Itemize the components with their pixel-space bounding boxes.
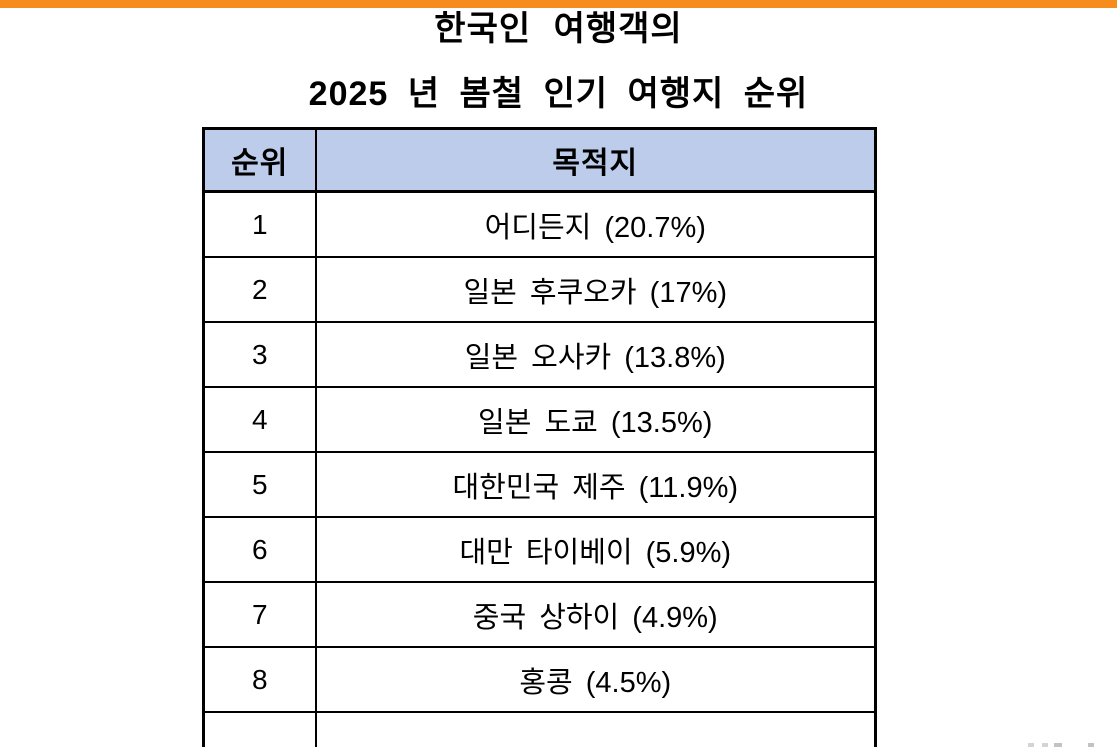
table-row: 5 대한민국 제주 (11.9%)	[202, 451, 877, 518]
table-row-cutoff	[202, 711, 877, 747]
table-row: 3 일본 오사카 (13.8%)	[202, 321, 877, 388]
title-line-1: 한국인 여행객의	[434, 10, 683, 48]
ranking-table: 순위 목적지 1 어디든지 (20.7%) 2 일본 후쿠오카 (17%) 3 …	[202, 127, 877, 747]
table-row: 4 일본 도쿄 (13.5%)	[202, 386, 877, 453]
destination-cell: 일본 후쿠오카 (17%)	[314, 256, 877, 323]
watermark-mark	[1028, 743, 1034, 747]
destination-cell: 대한민국 제주 (11.9%)	[314, 451, 877, 518]
table-row: 1 어디든지 (20.7%)	[202, 190, 877, 258]
rank-cell: 4	[202, 386, 317, 453]
watermark-mark	[1054, 743, 1062, 747]
table-row: 7 중국 상하이 (4.9%)	[202, 581, 877, 648]
destination-cell: 홍콩 (4.5%)	[314, 646, 877, 713]
rank-cell: 3	[202, 321, 317, 388]
title-line-2: 2025 년 봄철 인기 여행지 순위	[308, 75, 809, 113]
destination-cell: 일본 도쿄 (13.5%)	[314, 386, 877, 453]
page-title: 한국인 여행객의 2025 년 봄철 인기 여행지 순위	[0, 8, 1117, 115]
rank-cell: 5	[202, 451, 317, 518]
table-header: 순위 목적지	[202, 127, 877, 193]
destination-cell	[314, 711, 877, 747]
cutoff-watermark-fragment	[1028, 743, 1094, 747]
table-row: 2 일본 후쿠오카 (17%)	[202, 256, 877, 323]
destination-cell: 일본 오사카 (13.8%)	[314, 321, 877, 388]
rank-cell: 2	[202, 256, 317, 323]
header-cell-rank: 순위	[202, 127, 317, 193]
header-row: 순위 목적지	[202, 127, 877, 193]
rank-cell: 1	[202, 190, 317, 258]
table-body: 1 어디든지 (20.7%) 2 일본 후쿠오카 (17%) 3 일본 오사카 …	[202, 190, 877, 747]
rank-cell: 6	[202, 516, 317, 583]
rank-cell: 8	[202, 646, 317, 713]
table-row: 6 대만 타이베이 (5.9%)	[202, 516, 877, 583]
rank-cell	[202, 711, 317, 747]
header-cell-destination: 목적지	[314, 127, 877, 193]
watermark-mark	[1042, 743, 1048, 747]
top-accent-bar	[0, 0, 1117, 8]
destination-cell: 어디든지 (20.7%)	[314, 190, 877, 258]
table-row: 8 홍콩 (4.5%)	[202, 646, 877, 713]
destination-cell: 대만 타이베이 (5.9%)	[314, 516, 877, 583]
destination-cell: 중국 상하이 (4.9%)	[314, 581, 877, 648]
watermark-mark	[1088, 743, 1094, 747]
rank-cell: 7	[202, 581, 317, 648]
